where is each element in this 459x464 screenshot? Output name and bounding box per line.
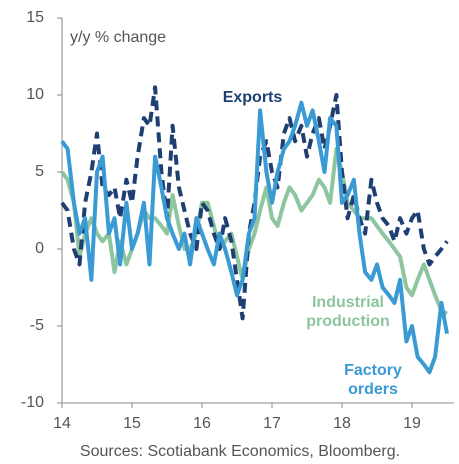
x-tick-label: 17: [263, 415, 281, 432]
series-line: [60, 100, 449, 375]
x-tick-label: 14: [53, 415, 71, 432]
series-line: [60, 146, 448, 316]
y-tick-label: 5: [35, 163, 44, 180]
y-tick-label: 15: [26, 9, 44, 26]
x-tick-label: 18: [333, 415, 351, 432]
series-line: [60, 85, 449, 321]
x-tick-label: 19: [403, 415, 421, 432]
y-tick-label: -5: [30, 317, 44, 334]
series-label: Industrial production: [306, 294, 390, 330]
y-tick-label: -10: [21, 394, 44, 411]
series-label: Exports: [222, 89, 283, 106]
source: Sources: Scotiabank Economics, Bloomberg…: [80, 443, 400, 460]
y-tick-label: 0: [35, 240, 44, 257]
x-tick-label: 15: [123, 415, 141, 432]
y-tick-label: 10: [26, 86, 44, 103]
series-label: Factory orders: [344, 362, 402, 398]
x-tick-label: 16: [193, 415, 211, 432]
y-axis-label: y/y % change: [70, 29, 166, 46]
